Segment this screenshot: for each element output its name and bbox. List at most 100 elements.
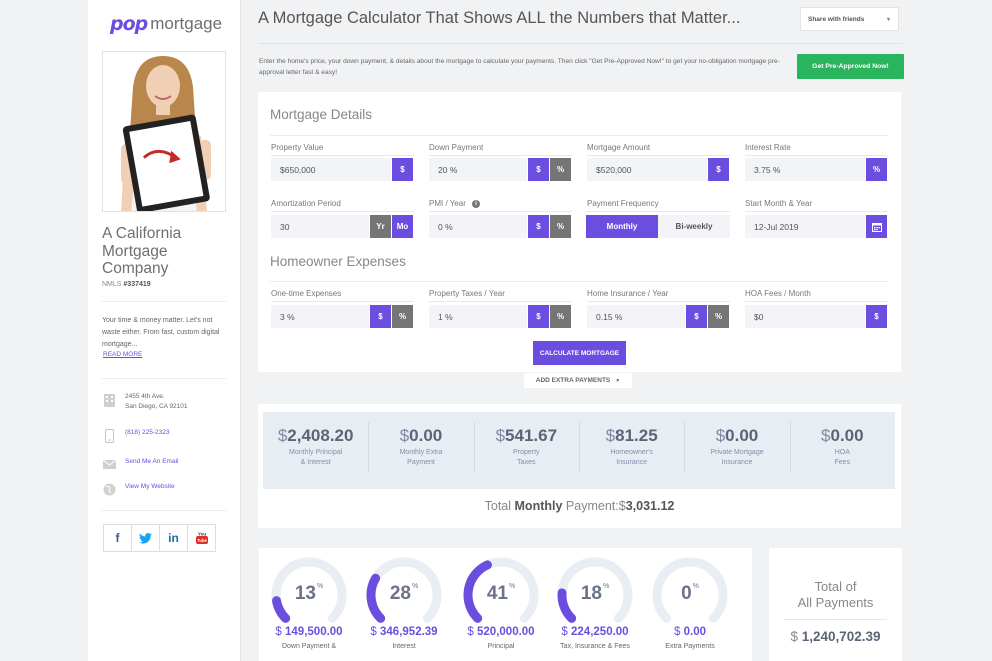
summary-value: 0.00 — [409, 426, 443, 445]
get-preapproved-button[interactable]: Get Pre-Approved Now! — [797, 54, 904, 79]
percent-button[interactable]: % — [708, 305, 729, 328]
dollar-button[interactable]: $ — [392, 158, 413, 181]
gauge-amount: $ 346,952.39 — [370, 626, 438, 638]
twitter-icon[interactable] — [131, 524, 160, 552]
percent-button[interactable]: % — [550, 158, 571, 181]
hoa-fees-input[interactable]: $0 — [745, 305, 865, 328]
dollar-button[interactable]: $ — [528, 215, 549, 238]
divider — [102, 510, 226, 511]
mail-icon — [102, 457, 117, 472]
gauge-label: Interest — [392, 643, 416, 650]
interest-rate-input[interactable]: 3.75 % — [745, 158, 865, 181]
summary-property-taxes: $541.67 Property Taxes — [473, 412, 579, 489]
currency-symbol: $ — [821, 426, 831, 445]
percent-button[interactable]: % — [550, 305, 571, 328]
mortgage-amount-label: Mortgage Amount — [587, 143, 651, 152]
gauge-amount: $ 224,250.00 — [561, 626, 629, 638]
chevron-down-icon: ▾ — [886, 16, 890, 23]
info-icon[interactable]: i — [471, 199, 480, 208]
currency-symbol: $ — [277, 426, 288, 445]
currency-symbol: $ — [399, 426, 410, 445]
calendar-icon[interactable] — [866, 215, 887, 238]
payment-frequency-label: Payment Frequency — [587, 199, 659, 208]
pmi-label-text: PMI / Year — [429, 199, 466, 208]
years-button[interactable]: Yr — [370, 215, 391, 238]
logo[interactable]: pop mortgage — [110, 12, 222, 36]
mortgage-amount-input[interactable]: $520,000 — [587, 158, 707, 181]
logo-mark: pop — [110, 13, 148, 35]
amortization-input[interactable]: 30 — [271, 215, 369, 238]
divider — [587, 211, 730, 212]
agent-photo — [102, 51, 226, 212]
add-extra-payments-toggle[interactable]: ADD EXTRA PAYMENTS ▼ — [524, 373, 632, 388]
intro-text: Enter the home's price, your down paymen… — [259, 58, 780, 76]
linkedin-icon[interactable]: in — [159, 524, 188, 552]
phone-row[interactable]: (818) 225-2323 — [102, 428, 169, 443]
dollar-button[interactable]: $ — [866, 305, 887, 328]
pmi-label: PMI / Year i — [429, 199, 480, 208]
summary-label: Taxes — [517, 459, 536, 466]
logo-word: mortgage — [150, 14, 223, 33]
start-date-input[interactable]: 12-Jul 2019 — [745, 215, 865, 238]
one-time-expenses-input[interactable]: 3 % — [271, 305, 369, 328]
summary-hoa-fees: $0.00 HOA Fees — [789, 412, 895, 489]
dollar-button[interactable]: $ — [370, 305, 391, 328]
property-value-input[interactable]: $650,000 — [271, 158, 391, 181]
divider — [745, 155, 888, 156]
gauge-percent: 13% — [294, 583, 324, 604]
summary-label: Monthly Principal — [289, 449, 343, 456]
calculator-form: Mortgage Details Property Value $650,000… — [258, 92, 901, 372]
amortization-label: Amortization Period — [271, 199, 341, 208]
property-taxes-input[interactable]: 1 % — [429, 305, 527, 328]
divider — [587, 155, 730, 156]
gauge-percent: 41% — [486, 583, 516, 604]
summary-extra-payment: $0.00 Monthly Extra Payment — [368, 412, 473, 489]
page-title: A Mortgage Calculator That Shows ALL the… — [258, 9, 741, 27]
months-button[interactable]: Mo — [392, 215, 413, 238]
divider — [429, 211, 572, 212]
email-link[interactable]: Send Me An Email — [125, 458, 179, 465]
summary-label: Insurance — [616, 459, 648, 466]
all-payments-title: Total of — [814, 579, 857, 594]
address: 2455 4th Ave. San Diego, CA 92101 — [102, 392, 188, 412]
total-suffix: Payment: — [565, 499, 619, 513]
currency-symbol: $ — [790, 629, 798, 644]
dollar-button[interactable]: $ — [528, 158, 549, 181]
summary-label: Insurance — [721, 459, 753, 466]
divider — [587, 301, 730, 302]
divider — [271, 301, 414, 302]
percent-button[interactable]: % — [392, 305, 413, 328]
read-more-link[interactable]: READ MORE — [103, 351, 143, 358]
dollar-button[interactable]: $ — [708, 158, 729, 181]
share-button[interactable]: Share with friends ▾ — [800, 7, 899, 31]
phone-number[interactable]: (818) 225-2323 — [125, 429, 170, 436]
globe-icon — [102, 482, 117, 497]
tagline: Your time & money matter. Let's not wast… — [102, 317, 220, 348]
mortgage-amount-value: 520,000 — [600, 164, 632, 175]
pmi-input[interactable]: 0 % — [429, 215, 527, 238]
all-payments-value: 1,240,702.39 — [801, 629, 881, 644]
percent-button[interactable]: % — [866, 158, 887, 181]
summary-label: Payment — [407, 459, 435, 466]
down-payment-input[interactable]: 20 % — [429, 158, 527, 181]
website-link[interactable]: View My Website — [125, 483, 175, 490]
email-row[interactable]: Send Me An Email — [102, 457, 178, 472]
monthly-toggle[interactable]: Monthly — [586, 215, 658, 238]
home-insurance-input[interactable]: 0.15 % — [587, 305, 685, 328]
youtube-icon[interactable]: You Tube — [187, 524, 216, 552]
divider — [258, 43, 903, 44]
gauge-amount: $ 520,000.00 — [467, 626, 535, 638]
percent-button[interactable]: % — [550, 215, 571, 238]
gauge-amount: $ 149,500.00 — [275, 626, 343, 638]
homeowner-expenses-title: Homeowner Expenses — [270, 254, 406, 269]
biweekly-toggle[interactable]: Bi-weekly — [658, 215, 730, 238]
facebook-icon[interactable]: f — [103, 524, 132, 552]
property-value-value: 650,000 — [284, 164, 316, 175]
currency-symbol: $ — [715, 426, 726, 445]
nmls-label: NMLS — [102, 281, 122, 288]
dollar-button[interactable]: $ — [528, 305, 549, 328]
website-row[interactable]: View My Website — [102, 482, 175, 497]
company-name: A California Mortgage Company — [102, 225, 182, 277]
dollar-button[interactable]: $ — [686, 305, 707, 328]
calculate-mortgage-button[interactable]: CALCULATE MORTGAGE — [533, 341, 626, 365]
